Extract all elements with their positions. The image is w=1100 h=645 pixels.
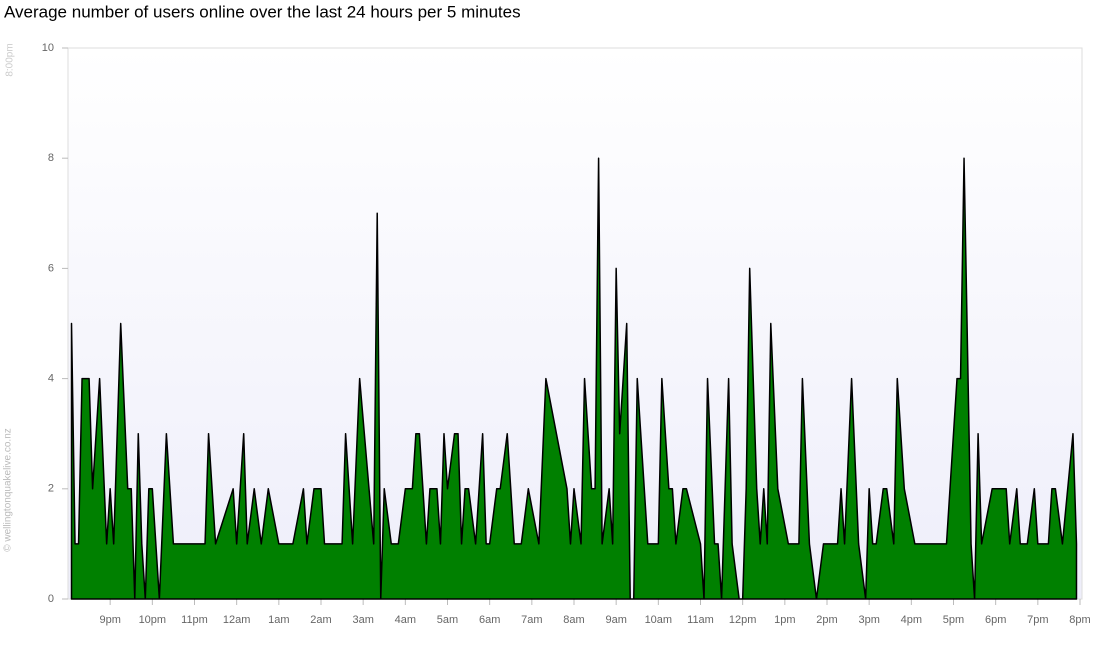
y-tick-label: 0	[48, 593, 54, 605]
credit: © wellingtonquakelive.co.nz	[3, 428, 14, 552]
x-tick-label: 5am	[437, 614, 458, 626]
start-label: 8:00pm	[5, 43, 16, 76]
x-tick-label: 5pm	[943, 614, 964, 626]
x-tick-label: 12am	[223, 614, 251, 626]
x-tick-label: 2pm	[816, 614, 837, 626]
chart-title: Average number of users online over the …	[4, 2, 521, 21]
x-tick-label: 7pm	[1027, 614, 1048, 626]
x-tick-label: 8pm	[1069, 614, 1090, 626]
x-tick-label: 3am	[352, 614, 373, 626]
y-tick-label: 6	[48, 262, 54, 274]
y-tick-label: 2	[48, 483, 54, 495]
x-tick-label: 11pm	[181, 614, 208, 626]
x-tick-label: 9pm	[99, 614, 120, 626]
x-tick-label: 4pm	[901, 614, 922, 626]
x-tick-label: 2am	[310, 614, 331, 626]
area	[70, 157, 1078, 600]
x-tick-label: 6am	[479, 614, 500, 626]
x-tick-label: 10pm	[139, 614, 167, 626]
x-tick-label: 8am	[563, 614, 584, 626]
x-tick-label: 4am	[395, 614, 416, 626]
y-tick-label: 10	[42, 42, 54, 54]
x-tick-label: 12pm	[729, 614, 757, 626]
y-tick-label: 4	[48, 373, 54, 385]
x-tick-label: 6pm	[985, 614, 1006, 626]
x-tick-label: 1pm	[774, 614, 795, 626]
x-tick-label: 11am	[687, 614, 714, 626]
x-tick-label: 7am	[521, 614, 542, 626]
x-tick-label: 9am	[605, 614, 626, 626]
y-tick-label: 8	[48, 152, 54, 164]
x-tick-label: 1am	[268, 614, 289, 626]
x-tick-label: 3pm	[858, 614, 879, 626]
x-tick-label: 10am	[645, 614, 673, 626]
